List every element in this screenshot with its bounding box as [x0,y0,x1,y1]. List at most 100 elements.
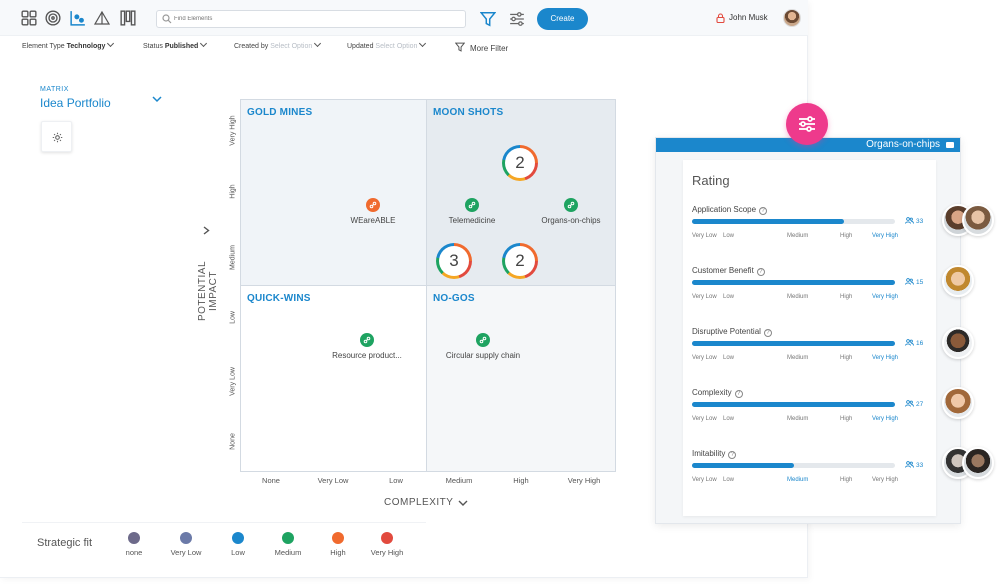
rating-slider[interactable] [692,280,895,285]
scale-option[interactable]: Very High [872,294,899,300]
user-avatar[interactable] [783,9,801,27]
panel-header: Organs-on-chips [656,138,960,152]
scale-option[interactable]: Medium [787,416,809,422]
create-button[interactable]: Create [537,8,588,30]
scale-option[interactable]: Very High [872,355,899,361]
scale-option[interactable]: Low [723,355,735,361]
rating-scale: Very Low Low Medium High Very High [692,477,902,485]
rating-slider[interactable] [692,463,895,468]
idea-dot-icon [465,198,479,212]
card-icon [946,142,954,148]
rater-avatar[interactable] [962,204,994,236]
legend-label: Very Low [170,548,202,557]
rating-slider[interactable] [692,219,895,224]
help-icon[interactable]: ? [763,329,772,337]
y-axis-title[interactable]: POTENTIAL IMPACT [197,260,219,322]
scale-option[interactable]: Very Low [692,294,717,300]
matrix-settings-button[interactable] [41,121,72,152]
scale-option[interactable]: Low [723,233,735,239]
vote-number: 27 [916,401,924,408]
matrix-title[interactable]: Idea Portfolio [40,96,111,110]
sliders-icon [799,116,815,132]
scale-option[interactable]: Medium [787,294,809,300]
scale-option[interactable]: Medium [787,233,809,239]
rater-avatar[interactable] [962,447,994,479]
vote-count[interactable]: 16 [905,339,923,347]
help-icon[interactable]: ? [756,268,765,276]
rater-avatar[interactable] [942,265,974,297]
scale-option[interactable]: High [840,294,853,300]
vote-count[interactable]: 33 [905,217,923,225]
scale-option[interactable]: Very Low [692,355,717,361]
item-telemedicine[interactable]: Telemedicine [422,198,522,225]
search-box[interactable] [156,10,466,28]
vote-count[interactable]: 27 [905,400,923,408]
scale-option[interactable]: Medium [787,355,809,361]
rater-avatar[interactable] [942,327,974,359]
help-icon[interactable]: ? [759,207,768,215]
vote-count[interactable]: 15 [905,278,923,286]
legend-swatch [282,532,294,544]
panel-header-title[interactable]: Organs-on-chips [866,139,940,150]
scale-option[interactable]: Very High [872,233,899,239]
more-filter-label: More Filter [469,44,509,53]
chevron-down-icon [107,39,115,48]
scale-option[interactable]: High [840,233,853,239]
scale-option[interactable]: High [840,355,853,361]
scale-option[interactable]: Low [723,294,735,300]
item-resource-product[interactable]: Resource product... [317,333,417,360]
users-icon [905,217,914,224]
vote-number: 16 [916,340,924,347]
chevron-down-icon[interactable] [458,498,468,508]
search-input[interactable] [174,12,462,26]
cluster-badge[interactable]: 2 [502,145,538,181]
scale-option[interactable]: Low [723,477,735,483]
vote-number: 33 [916,218,924,225]
filter-updated[interactable]: Updated Select Option [347,39,427,50]
x-tick: Very Low [317,476,349,485]
matrix-view-icon[interactable] [70,10,86,26]
scale-option[interactable]: Very Low [692,416,717,422]
idea-dot-icon [476,333,490,347]
item-organs-on-chips[interactable]: Organs-on-chips [521,198,621,225]
grid-view-icon[interactable] [21,10,37,26]
scale-option[interactable]: Very Low [692,477,717,483]
scale-option[interactable]: High [840,477,853,483]
help-icon[interactable]: ? [734,390,743,398]
scale-option[interactable]: Very High [872,416,899,422]
more-filter-button[interactable]: More Filter [454,42,509,53]
filter-status[interactable]: Status Published [143,39,208,50]
legend-swatch [128,532,140,544]
users-icon [905,400,914,407]
adjust-settings-button[interactable] [786,103,828,145]
filter-value: Technology [66,43,106,50]
scale-option[interactable]: Low [723,416,735,422]
filter-element-type[interactable]: Element Type Technology [22,39,115,50]
rater-avatar[interactable] [942,387,974,419]
x-axis-title[interactable]: COMPLEXITY [384,497,454,508]
vote-count[interactable]: 33 [905,461,923,469]
filter-icon[interactable] [480,11,496,27]
radar-view-icon[interactable] [45,10,61,26]
search-icon [162,14,172,24]
cluster-badge[interactable]: 3 [436,243,472,279]
filter-created-by[interactable]: Created by Select Option [234,39,322,50]
help-icon[interactable]: ? [728,451,737,459]
chevron-right-icon[interactable] [202,226,211,235]
kanban-view-icon[interactable] [120,10,136,26]
chevron-down-icon[interactable] [152,94,162,104]
rating-scale: Very Low Low Medium High Very High [692,233,902,241]
scale-option[interactable]: High [840,416,853,422]
item-weareable[interactable]: WEareABLE [323,198,423,225]
network-view-icon[interactable] [94,10,110,26]
item-circular-supply-chain[interactable]: Circular supply chain [433,333,533,360]
cluster-badge[interactable]: 2 [502,243,538,279]
rating-fill [692,219,845,224]
scale-option[interactable]: Very Low [692,233,717,239]
rating-slider[interactable] [692,341,895,346]
user-name[interactable]: John Musk [729,13,768,22]
rating-slider[interactable] [692,402,895,407]
scale-option[interactable]: Very High [872,477,899,483]
scale-option[interactable]: Medium [787,477,809,483]
sliders-icon[interactable] [509,11,525,27]
